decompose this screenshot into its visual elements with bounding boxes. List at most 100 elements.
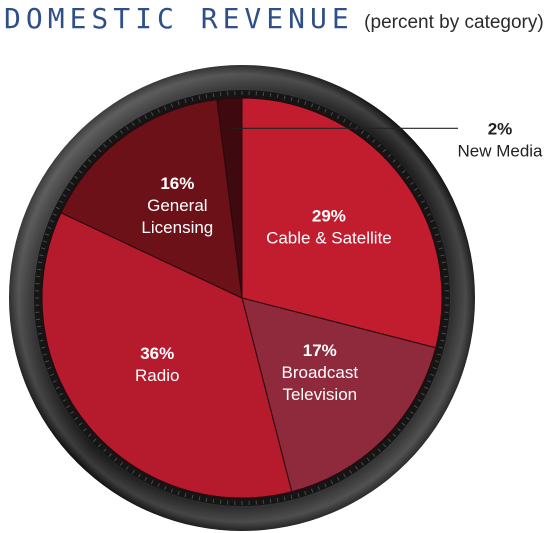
rim-tick (58, 392, 63, 396)
rim-tick (324, 483, 327, 488)
slice-category-label: Television (282, 385, 357, 404)
rim-tick (62, 194, 67, 197)
rim-tick (336, 477, 340, 482)
rim-tick (377, 143, 381, 148)
pie-slice-cable-satellite (241, 97, 443, 349)
rim-tick (413, 187, 418, 191)
rim-tick (87, 433, 92, 437)
rim-tick (114, 457, 118, 462)
rim-tick (430, 373, 435, 377)
rim-tick (427, 213, 432, 216)
rim-tick (44, 233, 50, 236)
rim-tick (442, 268, 448, 271)
rim-tick (191, 97, 194, 102)
rim-tick (205, 94, 208, 99)
chart-title: DOMESTIC REVENUE (4, 2, 354, 35)
rim-tick (360, 461, 365, 466)
rim-tick (283, 95, 286, 100)
rim-tick (421, 392, 426, 396)
rim-tick (55, 206, 60, 210)
rim-tick (44, 360, 50, 363)
rim-tick (432, 226, 437, 230)
rim-tick (177, 100, 180, 106)
pie-slice-radio (41, 212, 293, 499)
rim-tick (424, 206, 429, 210)
rim-tick (83, 164, 87, 168)
rim-tick (438, 346, 443, 349)
rim-tick (392, 159, 397, 163)
rim-tick (377, 448, 381, 453)
pie-labels: 29% Cable & Satellite 17% Broadcast Televisi… (135, 119, 543, 403)
rim-tick (62, 399, 67, 402)
rim-tick (163, 486, 167, 491)
chart-header: DOMESTIC REVENUE (percent by category) (4, 2, 544, 35)
rim-tick (70, 181, 74, 185)
rim-tick (392, 433, 397, 437)
rim-tick (212, 498, 215, 504)
rim-tick (413, 405, 418, 409)
rim-tick (74, 416, 79, 421)
rim-tick (47, 366, 52, 370)
rim-tick (427, 380, 432, 383)
rim-tick (310, 103, 314, 108)
rim-tick (310, 488, 314, 493)
rim-tick (317, 105, 321, 110)
rim-tick (157, 108, 160, 113)
rim-tick (276, 94, 279, 99)
rim-tick (83, 428, 87, 432)
rim-tick (355, 466, 359, 470)
rim-tick (269, 92, 272, 98)
rim-tick (52, 213, 57, 216)
rim-tick (441, 332, 446, 335)
slice-percent-label: 17% (303, 341, 337, 360)
rim-tick (401, 422, 406, 426)
rim-tick (387, 153, 392, 158)
rim-tick (191, 494, 194, 499)
rim-tick (78, 170, 83, 174)
rim-tick (92, 438, 97, 443)
rim-tick (39, 339, 44, 342)
slice-category-label: New Media (457, 141, 543, 160)
rim-tick (297, 492, 300, 498)
rim-tick (330, 111, 334, 116)
rim-tick (434, 360, 440, 363)
rim-tick (114, 134, 118, 139)
pie-slice-broadcast-television (241, 297, 437, 493)
rim-tick (131, 122, 135, 127)
slice-category-label: Radio (135, 366, 179, 385)
rim-tick (434, 233, 440, 236)
rim-tick (49, 219, 54, 223)
pie-rim-ticks (35, 91, 449, 505)
rim-tick (163, 105, 167, 110)
rim-tick (290, 97, 293, 102)
rim-tick (41, 346, 46, 349)
rim-tick (297, 98, 300, 104)
rim-tick (108, 139, 112, 143)
rim-tick (436, 240, 442, 243)
rim-tick (324, 108, 327, 113)
rim-tick (131, 469, 135, 474)
rim-tick (366, 134, 370, 139)
rim-tick (74, 175, 79, 180)
rim-tick (150, 480, 154, 485)
slice-percent-label: 16% (160, 174, 194, 193)
rim-tick (87, 159, 92, 163)
rim-tick (70, 411, 74, 415)
rim-tick (125, 466, 129, 470)
rim-tick (290, 494, 293, 499)
rim-tick (317, 486, 321, 491)
rim-tick (438, 247, 443, 250)
rim-tick (66, 405, 71, 409)
pie-slice-general-licensing (60, 99, 243, 299)
rim-tick (366, 457, 370, 462)
rim-tick (401, 170, 406, 174)
slice-category-label: Licensing (141, 218, 213, 237)
rim-tick (41, 247, 46, 250)
rim-tick (38, 332, 43, 335)
rim-tick (304, 100, 307, 106)
rim-tick (198, 496, 201, 501)
rim-tick (440, 339, 445, 342)
rim-tick (442, 325, 448, 328)
rim-tick (108, 453, 112, 457)
